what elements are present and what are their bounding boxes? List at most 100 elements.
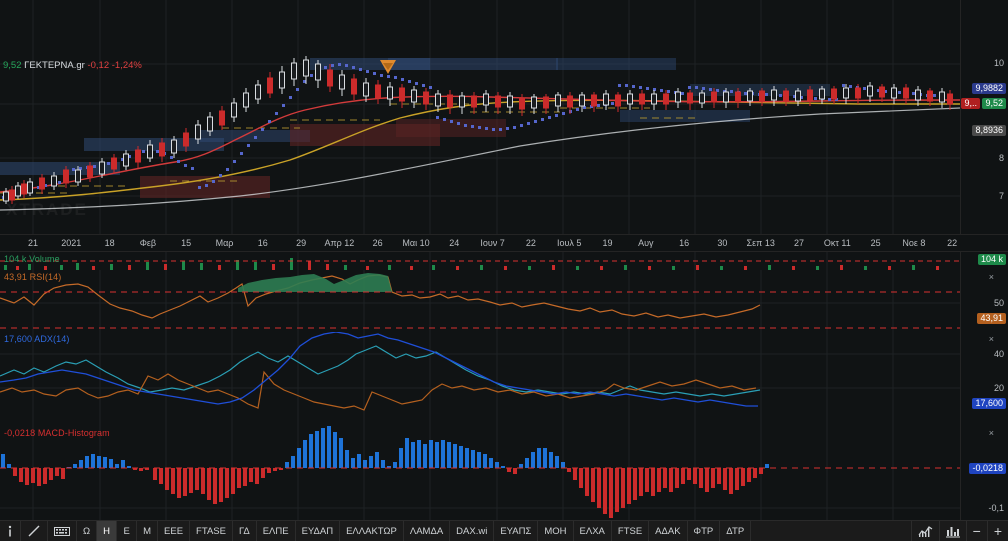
macd-badge: -0,0218 xyxy=(969,463,1006,474)
rsi-tick: 50 xyxy=(993,298,1004,308)
time-axis-label: Ιουν 7 xyxy=(480,238,505,248)
time-axis-label: 16 xyxy=(679,238,690,248)
symbol-tab-h[interactable]: H xyxy=(97,521,118,541)
quote-change-percent: -1,24% xyxy=(111,60,142,71)
macd-chart-svg xyxy=(0,426,960,520)
time-axis-label: 22 xyxy=(525,238,536,248)
time-axis-label: 27 xyxy=(793,238,805,248)
line-chart-icon[interactable] xyxy=(910,521,939,541)
volume-panel[interactable]: 104 k Volume 104 k xyxy=(0,252,1008,270)
symbol-tab-moh[interactable]: ΜΟΗ xyxy=(538,521,574,541)
price-scale[interactable]: 10 9 8 7 9,9882 9,.. 9,52 8,8936 xyxy=(960,0,1008,234)
symbol-tab-ftase[interactable]: FTASE xyxy=(190,521,233,541)
bottom-toolbar[interactable]: Ω H E M EEE FTASE ΓΔ ΕΛΠΕ ΕΥΔΑΠ ΕΛΛΑΚΤΩΡ… xyxy=(0,520,1008,541)
symbol-tab-dax[interactable]: DAX.wi xyxy=(450,521,495,541)
macd-panel[interactable]: -0,0218 MACD-Histogram × -0,0218 -0,1 xyxy=(0,426,1008,520)
volume-chart-svg xyxy=(0,252,960,270)
adx-panel[interactable]: 17,600 ADX(14) × 40 20 17,600 xyxy=(0,332,1008,426)
symbol-tab-m[interactable]: M xyxy=(137,521,159,541)
time-axis-label: 16 xyxy=(257,238,268,248)
info-icon-glyph xyxy=(8,525,12,537)
time-axis-label: 2021 xyxy=(61,238,82,248)
time-axis-label: Αυγ xyxy=(638,238,654,248)
adx-plot-area[interactable] xyxy=(0,332,960,426)
toolbar-spacer xyxy=(751,521,910,541)
time-axis-label: 18 xyxy=(104,238,115,248)
time-axis-label: Ιουλ 5 xyxy=(556,238,582,248)
bar-chart-icon-glyph xyxy=(945,526,960,537)
rsi-overbought-fill xyxy=(238,273,392,292)
rsi-close-icon[interactable]: × xyxy=(988,272,994,282)
adx-tick: 20 xyxy=(993,383,1004,393)
rsi-badge: 43,91 xyxy=(977,313,1006,324)
volume-bars xyxy=(4,258,939,270)
macd-histogram-bars xyxy=(1,426,769,518)
time-axis-label: 29 xyxy=(296,238,307,248)
macd-scale[interactable]: -0,0218 -0,1 xyxy=(960,426,1008,520)
rsi-plot-area[interactable] xyxy=(0,270,960,332)
time-axis-label: 22 xyxy=(947,238,958,248)
omega-icon[interactable]: Ω xyxy=(77,521,98,541)
volume-plot-area[interactable] xyxy=(0,252,960,270)
rsi-chart-svg xyxy=(0,270,960,332)
symbol-tab-eee[interactable]: EEE xyxy=(158,521,191,541)
time-axis-label: Φεβ xyxy=(139,238,157,248)
volume-scale[interactable]: 104 k xyxy=(960,252,1008,270)
macd-close-icon[interactable]: × xyxy=(988,428,994,438)
bar-chart-icon[interactable] xyxy=(938,521,966,541)
symbol-tab-ftse[interactable]: FTSE xyxy=(612,521,650,541)
time-axis-label: Απρ 12 xyxy=(324,238,355,248)
rsi-panel[interactable]: 43,91 RSI(14) × 50 43,91 xyxy=(0,270,1008,332)
symbol-tab-ellaktor[interactable]: ΕΛΛΑΚΤΩΡ xyxy=(340,521,404,541)
zone-rectangles xyxy=(0,58,830,198)
pencil-icon[interactable] xyxy=(21,521,48,541)
time-axis-label: 15 xyxy=(181,238,192,248)
adx-panel-label: 17,600 ADX(14) xyxy=(4,334,70,344)
macd-tick: -0,1 xyxy=(988,503,1004,513)
symbol-tab-adak[interactable]: ΑΔΑΚ xyxy=(649,521,688,541)
symbol-tab-lamda[interactable]: ΛΑΜΔΑ xyxy=(404,521,451,541)
symbol-tab-dtr[interactable]: ΔΤΡ xyxy=(720,521,752,541)
pencil-icon-glyph xyxy=(28,525,40,537)
symbol-tab-elxa[interactable]: ΕΛΧΑ xyxy=(574,521,612,541)
ma200-line xyxy=(0,107,960,211)
time-axis-label: Μαι 10 xyxy=(402,238,430,248)
symbol-tab-elpe[interactable]: ΕΛΠΕ xyxy=(257,521,296,541)
info-icon[interactable] xyxy=(0,521,21,541)
time-axis-label: Νοε 8 xyxy=(902,238,926,248)
quote-header: 9,52 ΓΕΚΤΕΡΝΑ.gr -0,12 -1,24% xyxy=(3,60,142,71)
volume-panel-label: 104 k Volume xyxy=(4,254,60,264)
adx-line xyxy=(0,332,758,407)
price-tick: 10 xyxy=(993,58,1004,68)
price-chart-panel[interactable]: 10 9 8 7 9,9882 9,.. 9,52 8,8936 xyxy=(0,0,1008,234)
time-axis[interactable]: 21 2021 18 Φεβ 15 Μαρ 16 29 Απρ 12 26 Μαι 10 24 Ιουν… xyxy=(0,234,1008,252)
symbol-tab-eydap[interactable]: ΕΥΔΑΠ xyxy=(296,521,341,541)
adx-badge: 17,600 xyxy=(972,398,1006,409)
rsi-scale[interactable]: 50 43,91 xyxy=(960,270,1008,332)
time-axis-label: Οκτ 11 xyxy=(823,238,851,248)
time-axis-label: Μαρ xyxy=(215,238,234,248)
keyboard-icon[interactable] xyxy=(48,521,77,541)
price-badge-open: 9,.. xyxy=(961,98,980,109)
zoom-in-button[interactable]: + xyxy=(986,521,1008,541)
macd-plot-area[interactable] xyxy=(0,426,960,520)
price-tick: 8 xyxy=(998,153,1004,163)
symbol-tab-eyaps[interactable]: ΕΥΑΠΣ xyxy=(494,521,539,541)
candlesticks xyxy=(3,56,953,204)
adx-scale[interactable]: 40 20 17,600 xyxy=(960,332,1008,426)
signal-arrow-marker xyxy=(380,60,396,74)
price-chart-svg xyxy=(0,0,960,234)
symbol-tab-gd[interactable]: ΓΔ xyxy=(233,521,257,541)
price-badge-lower: 8,8936 xyxy=(972,125,1006,136)
line-chart-icon-glyph xyxy=(918,525,932,537)
grid-lines xyxy=(0,0,960,234)
adx-close-icon[interactable]: × xyxy=(988,334,994,344)
ma-fast-line xyxy=(0,95,960,193)
time-axis-label: 24 xyxy=(449,238,460,248)
zoom-out-button[interactable]: − xyxy=(965,521,987,541)
time-axis-label: 30 xyxy=(717,238,728,248)
price-plot-area[interactable] xyxy=(0,0,960,234)
symbol-tab-ftr[interactable]: ΦΤΡ xyxy=(688,521,721,541)
symbol-tab-e[interactable]: E xyxy=(117,521,138,541)
